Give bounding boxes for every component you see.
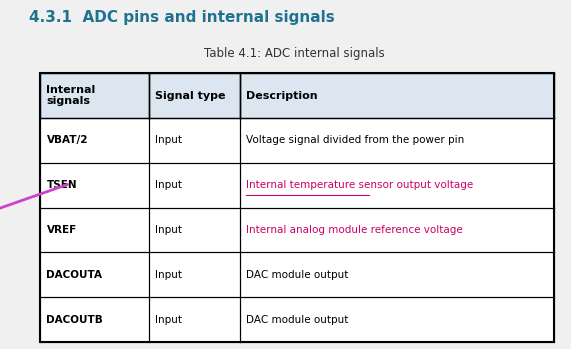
Text: 4.3.1  ADC pins and internal signals: 4.3.1 ADC pins and internal signals: [29, 10, 335, 25]
Text: Signal type: Signal type: [155, 91, 226, 101]
Text: Table 4.1: ADC internal signals: Table 4.1: ADC internal signals: [204, 47, 385, 60]
Text: Internal
signals: Internal signals: [46, 85, 96, 106]
Text: Voltage signal divided from the power pin: Voltage signal divided from the power pi…: [246, 135, 464, 146]
Text: DACOUTB: DACOUTB: [46, 315, 103, 325]
Text: Input: Input: [155, 225, 183, 235]
Text: DAC module output: DAC module output: [246, 315, 349, 325]
Text: Input: Input: [155, 270, 183, 280]
Text: VREF: VREF: [46, 225, 77, 235]
Text: Input: Input: [155, 135, 183, 146]
Text: DACOUTA: DACOUTA: [46, 270, 102, 280]
Text: Input: Input: [155, 315, 183, 325]
Text: VBAT/2: VBAT/2: [46, 135, 88, 146]
Text: Internal temperature sensor output voltage: Internal temperature sensor output volta…: [246, 180, 473, 190]
Text: Internal analog module reference voltage: Internal analog module reference voltage: [246, 225, 463, 235]
Text: Description: Description: [246, 91, 318, 101]
Text: TSEN: TSEN: [46, 180, 77, 190]
Text: Input: Input: [155, 180, 183, 190]
Text: DAC module output: DAC module output: [246, 270, 349, 280]
